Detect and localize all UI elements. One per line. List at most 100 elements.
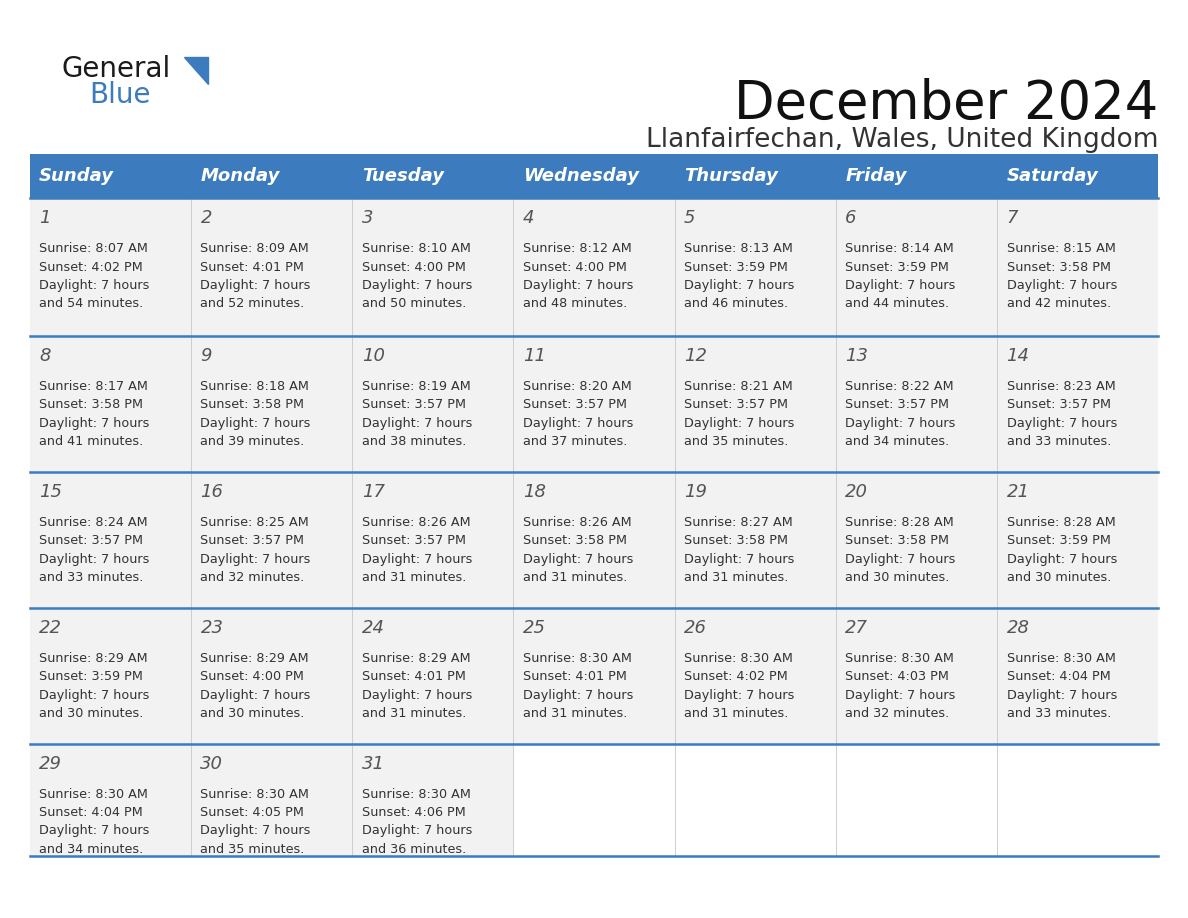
Text: 27: 27 (846, 619, 868, 637)
Text: General: General (62, 55, 171, 84)
Text: Tuesday: Tuesday (361, 167, 443, 185)
Text: Sunset: 3:57 PM: Sunset: 3:57 PM (1006, 398, 1111, 411)
Text: Sunrise: 8:17 AM: Sunrise: 8:17 AM (39, 380, 148, 393)
Text: 30: 30 (201, 755, 223, 773)
Text: Sunrise: 8:12 AM: Sunrise: 8:12 AM (523, 242, 632, 255)
Text: and 48 minutes.: and 48 minutes. (523, 297, 627, 310)
Bar (30, 198, 1158, 336)
Text: 11: 11 (523, 347, 546, 365)
Text: and 46 minutes.: and 46 minutes. (684, 297, 789, 310)
Text: Blue: Blue (89, 81, 151, 109)
Text: Daylight: 7 hours: Daylight: 7 hours (1006, 688, 1117, 701)
Text: Sunset: 4:01 PM: Sunset: 4:01 PM (523, 670, 627, 683)
Text: 29: 29 (39, 755, 62, 773)
Text: and 39 minutes.: and 39 minutes. (201, 435, 304, 448)
Bar (513, 744, 675, 856)
Text: Sunrise: 8:28 AM: Sunrise: 8:28 AM (846, 516, 954, 529)
Text: Daylight: 7 hours: Daylight: 7 hours (523, 417, 633, 430)
Text: Daylight: 7 hours: Daylight: 7 hours (39, 417, 150, 430)
Text: Sunset: 4:04 PM: Sunset: 4:04 PM (39, 806, 143, 819)
Text: and 30 minutes.: and 30 minutes. (201, 707, 305, 720)
Text: Sunset: 4:01 PM: Sunset: 4:01 PM (201, 261, 304, 274)
Text: December 2024: December 2024 (734, 78, 1158, 130)
Text: 26: 26 (684, 619, 707, 637)
Text: and 41 minutes.: and 41 minutes. (39, 435, 144, 448)
Text: Monday: Monday (201, 167, 280, 185)
Text: Daylight: 7 hours: Daylight: 7 hours (201, 279, 311, 292)
Text: and 38 minutes.: and 38 minutes. (361, 435, 466, 448)
Text: and 52 minutes.: and 52 minutes. (201, 297, 304, 310)
Polygon shape (184, 57, 208, 84)
Text: 19: 19 (684, 483, 707, 501)
Text: Daylight: 7 hours: Daylight: 7 hours (846, 417, 955, 430)
Text: Daylight: 7 hours: Daylight: 7 hours (361, 553, 472, 565)
Text: Daylight: 7 hours: Daylight: 7 hours (523, 279, 633, 292)
Text: Daylight: 7 hours: Daylight: 7 hours (846, 688, 955, 701)
Bar (30, 154, 1158, 198)
Text: Saturday: Saturday (1006, 167, 1099, 185)
Text: Daylight: 7 hours: Daylight: 7 hours (846, 279, 955, 292)
Text: Sunset: 3:58 PM: Sunset: 3:58 PM (523, 534, 627, 547)
Text: Daylight: 7 hours: Daylight: 7 hours (39, 553, 150, 565)
Text: Llanfairfechan, Wales, United Kingdom: Llanfairfechan, Wales, United Kingdom (646, 127, 1158, 152)
Text: Sunrise: 8:15 AM: Sunrise: 8:15 AM (1006, 242, 1116, 255)
Text: Sunset: 3:57 PM: Sunset: 3:57 PM (201, 534, 304, 547)
Text: and 30 minutes.: and 30 minutes. (1006, 571, 1111, 584)
Text: Sunset: 4:06 PM: Sunset: 4:06 PM (361, 806, 466, 819)
Text: Sunset: 3:57 PM: Sunset: 3:57 PM (846, 398, 949, 411)
Text: 28: 28 (1006, 619, 1030, 637)
Text: Daylight: 7 hours: Daylight: 7 hours (523, 553, 633, 565)
Text: Sunrise: 8:30 AM: Sunrise: 8:30 AM (39, 788, 148, 800)
Text: Sunset: 4:05 PM: Sunset: 4:05 PM (201, 806, 304, 819)
Bar (30, 472, 1158, 608)
Bar (30, 608, 1158, 744)
Text: 9: 9 (201, 347, 211, 365)
Text: Sunrise: 8:21 AM: Sunrise: 8:21 AM (684, 380, 792, 393)
Bar (30, 336, 1158, 472)
Text: 8: 8 (39, 347, 51, 365)
Text: 4: 4 (523, 209, 535, 228)
Text: Daylight: 7 hours: Daylight: 7 hours (1006, 279, 1117, 292)
Text: Sunrise: 8:29 AM: Sunrise: 8:29 AM (39, 652, 147, 665)
Text: Sunday: Sunday (39, 167, 114, 185)
Text: Sunset: 3:58 PM: Sunset: 3:58 PM (684, 534, 788, 547)
Text: 21: 21 (1006, 483, 1030, 501)
Text: Sunrise: 8:30 AM: Sunrise: 8:30 AM (201, 788, 309, 800)
Text: 6: 6 (846, 209, 857, 228)
Text: Daylight: 7 hours: Daylight: 7 hours (361, 417, 472, 430)
Text: and 30 minutes.: and 30 minutes. (846, 571, 949, 584)
Text: Sunrise: 8:30 AM: Sunrise: 8:30 AM (846, 652, 954, 665)
Text: Daylight: 7 hours: Daylight: 7 hours (39, 688, 150, 701)
Text: Daylight: 7 hours: Daylight: 7 hours (201, 688, 311, 701)
Text: 24: 24 (361, 619, 385, 637)
Text: Daylight: 7 hours: Daylight: 7 hours (361, 279, 472, 292)
Text: and 32 minutes.: and 32 minutes. (201, 571, 304, 584)
Text: Sunset: 3:59 PM: Sunset: 3:59 PM (39, 670, 143, 683)
Text: Sunrise: 8:23 AM: Sunrise: 8:23 AM (1006, 380, 1116, 393)
Text: and 33 minutes.: and 33 minutes. (39, 571, 144, 584)
Text: 22: 22 (39, 619, 62, 637)
Text: 17: 17 (361, 483, 385, 501)
Text: Sunrise: 8:22 AM: Sunrise: 8:22 AM (846, 380, 954, 393)
Text: Sunrise: 8:13 AM: Sunrise: 8:13 AM (684, 242, 794, 255)
Text: Sunset: 3:58 PM: Sunset: 3:58 PM (1006, 261, 1111, 274)
Text: Sunset: 3:57 PM: Sunset: 3:57 PM (361, 398, 466, 411)
Text: Daylight: 7 hours: Daylight: 7 hours (201, 417, 311, 430)
Text: Daylight: 7 hours: Daylight: 7 hours (684, 553, 795, 565)
Text: and 42 minutes.: and 42 minutes. (1006, 297, 1111, 310)
Text: Wednesday: Wednesday (523, 167, 639, 185)
Text: and 36 minutes.: and 36 minutes. (361, 843, 466, 856)
Text: Sunset: 3:57 PM: Sunset: 3:57 PM (684, 398, 788, 411)
Text: 16: 16 (201, 483, 223, 501)
Text: Daylight: 7 hours: Daylight: 7 hours (201, 824, 311, 837)
Text: and 31 minutes.: and 31 minutes. (361, 707, 466, 720)
Text: Sunset: 4:02 PM: Sunset: 4:02 PM (39, 261, 143, 274)
Text: 13: 13 (846, 347, 868, 365)
Text: Sunrise: 8:07 AM: Sunrise: 8:07 AM (39, 242, 148, 255)
Text: 5: 5 (684, 209, 696, 228)
Text: Daylight: 7 hours: Daylight: 7 hours (684, 688, 795, 701)
Text: and 32 minutes.: and 32 minutes. (846, 707, 949, 720)
Bar (836, 744, 997, 856)
Text: Daylight: 7 hours: Daylight: 7 hours (39, 279, 150, 292)
Text: Sunset: 4:00 PM: Sunset: 4:00 PM (523, 261, 627, 274)
